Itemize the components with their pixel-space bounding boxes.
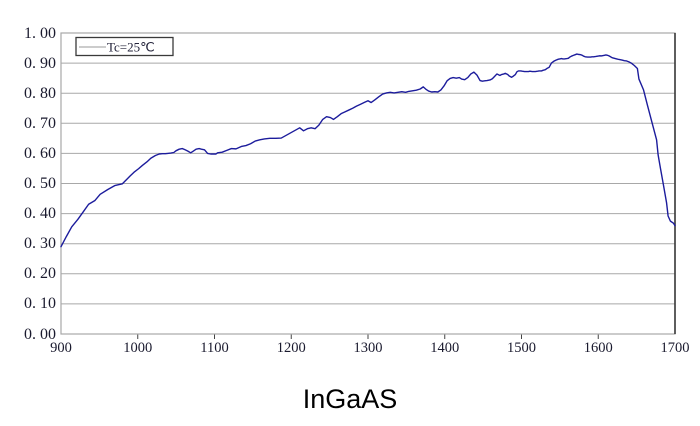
svg-text:Tc=25℃: Tc=25℃: [107, 40, 155, 55]
svg-text:1000: 1000: [123, 340, 152, 356]
svg-text:1400: 1400: [430, 340, 459, 356]
svg-text:0. 80: 0. 80: [24, 85, 56, 102]
svg-text:1300: 1300: [354, 340, 383, 356]
svg-text:1100: 1100: [200, 340, 228, 356]
svg-text:1. 00: 1. 00: [24, 25, 56, 42]
svg-text:0. 20: 0. 20: [24, 265, 56, 282]
svg-text:1500: 1500: [507, 340, 536, 356]
svg-text:1700: 1700: [661, 340, 690, 356]
svg-text:0. 40: 0. 40: [24, 205, 56, 222]
svg-text:0. 60: 0. 60: [24, 145, 56, 162]
svg-text:1600: 1600: [584, 340, 613, 356]
svg-text:0. 90: 0. 90: [24, 55, 56, 72]
svg-text:0. 70: 0. 70: [24, 115, 56, 132]
svg-text:0. 10: 0. 10: [24, 295, 56, 312]
svg-text:0. 50: 0. 50: [24, 175, 56, 192]
svg-text:0. 30: 0. 30: [24, 235, 56, 252]
svg-text:1200: 1200: [277, 340, 306, 356]
svg-text:900: 900: [50, 340, 72, 356]
